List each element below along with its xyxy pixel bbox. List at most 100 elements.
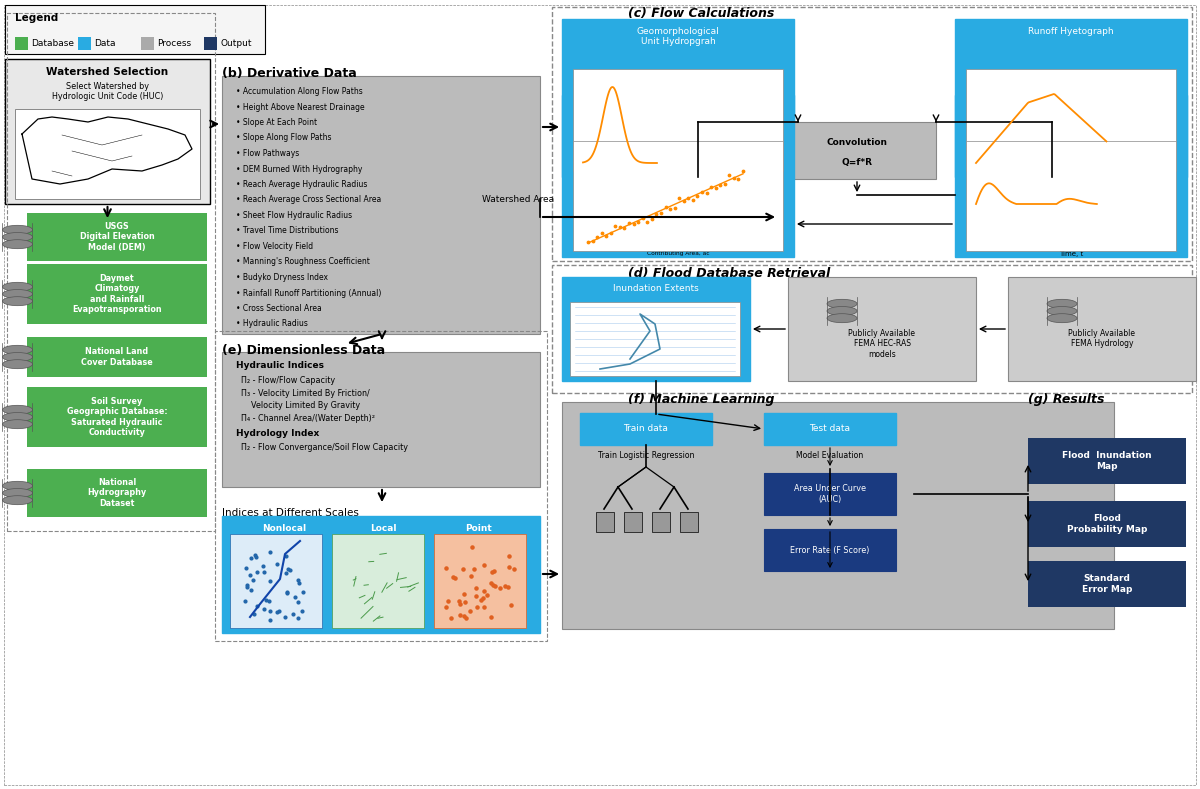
Text: Flow vs. Contributing Area: Flow vs. Contributing Area	[623, 105, 733, 114]
Text: USGS
Digital Elevation
Model (DEM): USGS Digital Elevation Model (DEM)	[79, 222, 155, 252]
Text: National Land
Cover Database: National Land Cover Database	[82, 347, 152, 367]
Bar	[1028, 501, 1186, 547]
Point	[715, 178, 734, 190]
Text: Train Logistic Regression: Train Logistic Regression	[598, 451, 695, 460]
Point	[499, 560, 518, 573]
Bar	[14, 109, 200, 199]
Point	[437, 600, 456, 613]
Point	[241, 552, 260, 564]
Text: Velocity Limited By Gravity: Velocity Limited By Gravity	[236, 401, 360, 410]
Point	[260, 605, 280, 618]
Text: Test data: Test data	[810, 424, 851, 433]
Point	[293, 605, 312, 618]
Point	[629, 215, 648, 228]
Point	[467, 601, 486, 614]
Point	[283, 608, 302, 620]
Point	[596, 230, 616, 242]
Text: Data: Data	[94, 39, 115, 48]
Point	[254, 603, 274, 615]
Point	[484, 579, 503, 592]
Point	[253, 559, 272, 572]
Point	[245, 608, 264, 620]
Point	[481, 577, 500, 589]
Bar	[764, 473, 896, 515]
Point	[260, 613, 280, 626]
Bar	[222, 352, 540, 487]
Text: Nonlocal: Nonlocal	[262, 524, 306, 533]
Text: Hydrology Index: Hydrology Index	[236, 429, 319, 438]
Point	[235, 595, 254, 608]
Ellipse shape	[2, 240, 32, 249]
Text: • Cross Sectional Area: • Cross Sectional Area	[236, 304, 322, 313]
Point	[665, 202, 684, 215]
Point	[496, 580, 515, 593]
Point	[247, 600, 266, 612]
Text: Watershed Area: Watershed Area	[482, 195, 554, 204]
Point	[728, 173, 748, 185]
Point	[444, 571, 463, 584]
Point	[725, 171, 744, 184]
Point	[692, 185, 712, 198]
Ellipse shape	[2, 360, 32, 368]
Text: Indices at Different Scales: Indices at Different Scales	[222, 508, 359, 518]
Bar	[562, 95, 794, 257]
Point	[281, 564, 300, 577]
Bar	[562, 19, 794, 177]
Point	[238, 578, 257, 591]
Point	[276, 550, 295, 563]
Text: Daymet
Climatogy
and Rainfall
Evapotransporation: Daymet Climatogy and Rainfall Evapotrans…	[72, 274, 162, 314]
Text: Contributing Area, ac: Contributing Area, ac	[647, 251, 709, 256]
Text: (b) Derivative Data: (b) Derivative Data	[222, 67, 356, 80]
Text: Flow, Q: Flow, Q	[586, 190, 592, 212]
Point	[449, 595, 468, 608]
Ellipse shape	[827, 306, 857, 316]
Point	[244, 574, 263, 586]
Point	[454, 563, 473, 575]
Text: Convolution: Convolution	[827, 139, 888, 148]
Ellipse shape	[1046, 299, 1078, 308]
Ellipse shape	[2, 226, 32, 234]
Bar	[788, 277, 976, 381]
Point	[254, 566, 274, 578]
Text: • Slope At Each Point: • Slope At Each Point	[236, 118, 317, 127]
Point	[624, 218, 643, 230]
Point	[710, 178, 730, 191]
Text: Output: Output	[220, 39, 252, 48]
Bar	[332, 534, 424, 628]
Point	[583, 235, 602, 248]
Text: Geomorphological
Unit Hydropgrah: Geomorphological Unit Hydropgrah	[637, 27, 719, 47]
Point	[455, 610, 474, 623]
Point	[442, 611, 461, 624]
Text: Time, t: Time, t	[1058, 251, 1084, 257]
Point	[660, 203, 679, 215]
Text: (c) Flow Calculations: (c) Flow Calculations	[628, 7, 774, 20]
Text: Time, t: Time, t	[666, 171, 690, 177]
Point	[247, 566, 266, 578]
Point	[277, 585, 296, 598]
Point	[445, 572, 464, 585]
Ellipse shape	[1046, 306, 1078, 316]
Ellipse shape	[2, 290, 32, 298]
Ellipse shape	[827, 299, 857, 308]
Point	[647, 208, 666, 220]
Point	[278, 563, 298, 575]
Point	[656, 201, 676, 214]
Point	[499, 550, 518, 563]
Text: Runoff Hyetograph: Runoff Hyetograph	[1028, 27, 1114, 36]
Point	[436, 562, 455, 574]
Bar	[204, 37, 217, 50]
Bar	[1028, 438, 1186, 484]
Ellipse shape	[2, 481, 32, 490]
Text: Q=f*R: Q=f*R	[841, 159, 872, 167]
Point	[260, 545, 280, 558]
Point	[720, 168, 739, 181]
Text: Error Rate (F Score): Error Rate (F Score)	[791, 545, 870, 555]
Point	[475, 559, 494, 571]
Point	[466, 581, 485, 594]
Text: (d) Flood Database Retrieval: (d) Flood Database Retrieval	[628, 267, 830, 280]
Point	[464, 563, 484, 575]
Ellipse shape	[2, 297, 32, 305]
Bar	[78, 37, 91, 50]
Point	[688, 189, 707, 202]
Text: Watershed Selection: Watershed Selection	[47, 67, 168, 77]
